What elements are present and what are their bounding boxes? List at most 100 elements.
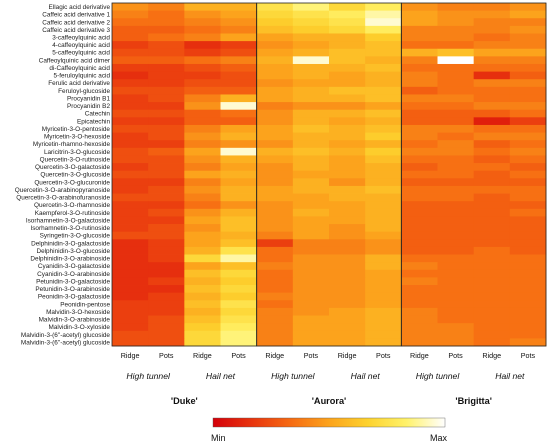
heatmap-cell: [401, 117, 438, 126]
heatmap-cell: [401, 231, 438, 240]
heatmap-cell: [256, 269, 294, 278]
heatmap-cell: [256, 178, 294, 187]
heatmap-cell: [437, 117, 475, 126]
heatmap-cell: [329, 292, 366, 301]
heatmap-cell: [329, 71, 366, 80]
heatmap-cell: [184, 239, 221, 248]
heatmap-cell: [292, 10, 330, 19]
heatmap-cell: [473, 48, 511, 57]
heatmap-cell: [509, 18, 547, 27]
heatmap-cell: [365, 262, 402, 271]
heatmap-cells: [111, 2, 547, 347]
heatmap-cell: [112, 18, 149, 27]
heatmap-cell: [329, 25, 366, 34]
heatmap-cell: [220, 71, 258, 80]
heatmap-cell: [292, 25, 330, 34]
heatmap-cell: [401, 79, 438, 88]
heatmap-cell: [473, 239, 511, 248]
heatmap-cell: [365, 231, 402, 240]
heatmap-cell: [509, 124, 547, 133]
heatmap-cell: [184, 231, 221, 240]
heatmap-cell: [256, 71, 294, 80]
heatmap-cell: [365, 33, 402, 42]
heatmap-cell: [220, 262, 258, 271]
row-label: Malvidin-3-(6''-acetyl) glucoside: [21, 339, 111, 346]
heatmap-cell: [473, 315, 511, 324]
heatmap-cell: [184, 117, 221, 126]
heatmap-cell: [365, 18, 402, 27]
heatmap-cell: [401, 216, 438, 225]
heatmap-cell: [184, 94, 221, 103]
heatmap-cell: [437, 102, 475, 111]
heatmap-cell: [256, 163, 294, 172]
heatmap-cell: [473, 33, 511, 42]
heatmap-cell: [256, 262, 294, 271]
heatmap-cell: [148, 323, 185, 332]
heatmap-cell: [473, 71, 511, 80]
heatmap-cell: [256, 193, 294, 202]
heatmap-cell: [292, 94, 330, 103]
heatmap-cell: [292, 307, 330, 316]
column-label: Ridge: [265, 351, 284, 360]
heatmap-cell: [112, 201, 149, 210]
heatmap-cell: [401, 124, 438, 133]
heatmap-cell: [401, 3, 438, 12]
row-label: Peonidin-pentose: [60, 301, 110, 308]
heatmap-cell: [184, 216, 221, 225]
heatmap-cell: [292, 330, 330, 339]
heatmap-cell: [509, 246, 547, 255]
heatmap-cell: [256, 124, 294, 133]
heatmap-cell: [148, 231, 185, 240]
heatmap-cell: [292, 155, 330, 164]
heatmap-cell: [365, 102, 402, 111]
heatmap-cell: [220, 140, 258, 149]
heatmap-cell: [509, 224, 547, 233]
heatmap-cell: [473, 163, 511, 172]
heatmap-cell: [148, 10, 185, 19]
heatmap-cell: [184, 18, 221, 27]
heatmap-cell: [112, 323, 149, 332]
row-label: Isorhamnetin-3-O-galactoside: [26, 217, 111, 224]
heatmap-cell: [220, 25, 258, 34]
heatmap-cell: [112, 140, 149, 149]
heatmap-cell: [292, 231, 330, 240]
heatmap-cell: [184, 163, 221, 172]
heatmap-cell: [365, 315, 402, 324]
heatmap-cell: [112, 330, 149, 339]
heatmap-cell: [184, 277, 221, 286]
heatmap-cell: [184, 63, 221, 72]
heatmap-cell: [401, 201, 438, 210]
heatmap-cell: [365, 178, 402, 187]
heatmap-cell: [148, 124, 185, 133]
heatmap-cell: [292, 79, 330, 88]
heatmap-cell: [473, 323, 511, 332]
heatmap-cell: [256, 79, 294, 88]
heatmap-cell: [184, 338, 221, 347]
heatmap-cell: [220, 330, 258, 339]
heatmap-cell: [401, 48, 438, 57]
heatmap-cell: [184, 124, 221, 133]
heatmap-cell: [437, 208, 475, 217]
heatmap-cell: [184, 79, 221, 88]
heatmap-cell: [256, 315, 294, 324]
heatmap-cell: [509, 262, 547, 271]
heatmap-cell: [148, 48, 185, 57]
heatmap-cell: [473, 147, 511, 156]
heatmap-cell: [220, 170, 258, 179]
heatmap-cell: [365, 216, 402, 225]
heatmap-cell: [148, 140, 185, 149]
heatmap-cell: [292, 147, 330, 156]
heatmap-cell: [112, 41, 149, 50]
heatmap-cell: [148, 185, 185, 194]
heatmap-cell: [148, 63, 185, 72]
heatmap-cell: [220, 86, 258, 95]
heatmap-cell: [365, 323, 402, 332]
heatmap-cell: [220, 201, 258, 210]
heatmap-cell: [437, 63, 475, 72]
heatmap-cell: [256, 323, 294, 332]
heatmap-cell: [184, 86, 221, 95]
heatmap-cell: [112, 285, 149, 294]
heatmap-cell: [401, 140, 438, 149]
heatmap-cell: [220, 239, 258, 248]
heatmap-cell: [473, 140, 511, 149]
